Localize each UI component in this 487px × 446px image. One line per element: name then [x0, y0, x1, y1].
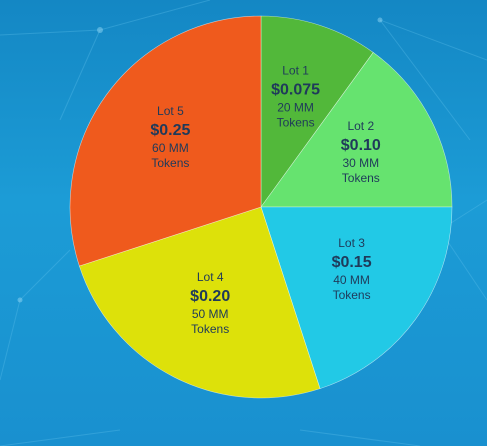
lot-unit: Tokens: [333, 288, 371, 302]
lot-name: Lot 5: [157, 104, 184, 118]
pie-slice-lot-4: [78, 206, 321, 399]
lot-name: Lot 3: [338, 236, 365, 250]
lot-name: Lot 1: [282, 64, 309, 78]
lot-price: $0.10: [341, 137, 381, 154]
lot-unit: Tokens: [342, 171, 380, 185]
lot-unit: Tokens: [277, 116, 315, 130]
lot-price: $0.20: [190, 288, 230, 305]
pie-slice-lot-3: [260, 206, 453, 390]
lot-unit: Tokens: [151, 156, 189, 170]
lot-price: $0.15: [332, 254, 372, 271]
pie-slice-lot-5: [69, 15, 262, 267]
pie-slices: [69, 15, 453, 399]
lot-amount: 30 MM: [342, 156, 379, 170]
lot-amount: 50 MM: [192, 307, 229, 321]
lot-amount: 40 MM: [333, 273, 370, 287]
pie-slice-lot-1: [260, 15, 374, 208]
lot-amount: 20 MM: [277, 101, 314, 115]
lot-name: Lot 4: [197, 270, 224, 284]
lot-unit: Tokens: [191, 322, 229, 336]
lot-amount: 60 MM: [152, 141, 189, 155]
lot-price: $0.25: [150, 122, 190, 139]
lot-name: Lot 2: [347, 119, 374, 133]
lot-price: $0.075: [271, 82, 320, 99]
pie-slice-lot-2: [260, 52, 453, 208]
